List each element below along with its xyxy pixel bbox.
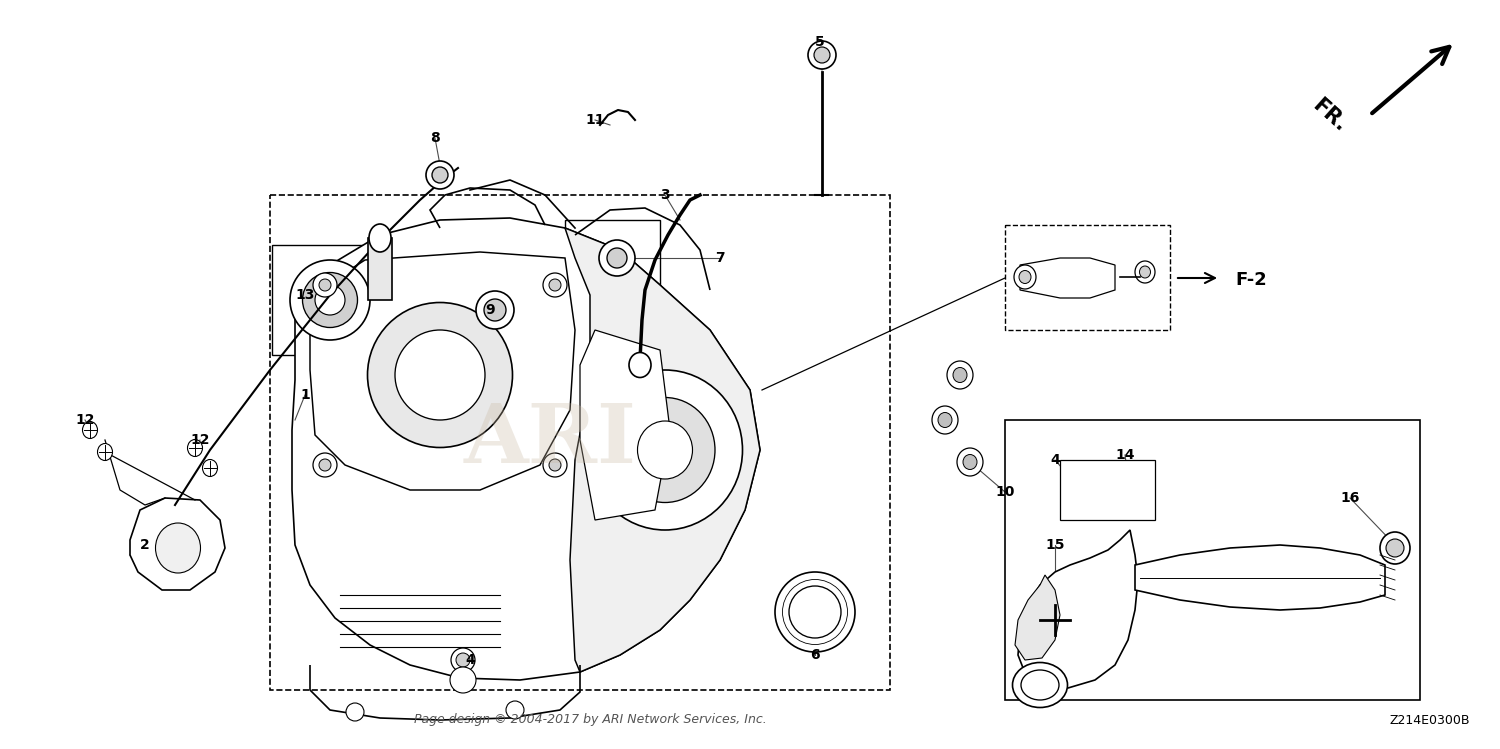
Ellipse shape bbox=[608, 248, 627, 268]
Text: Page design © 2004-2017 by ARI Network Services, Inc.: Page design © 2004-2017 by ARI Network S… bbox=[414, 714, 766, 727]
Circle shape bbox=[506, 701, 524, 719]
Ellipse shape bbox=[290, 260, 370, 340]
Ellipse shape bbox=[98, 443, 112, 461]
Circle shape bbox=[346, 703, 364, 721]
Polygon shape bbox=[310, 252, 574, 490]
Text: 14: 14 bbox=[1114, 448, 1134, 462]
Polygon shape bbox=[1016, 575, 1060, 660]
Text: 3: 3 bbox=[660, 188, 670, 202]
Ellipse shape bbox=[1380, 532, 1410, 564]
Ellipse shape bbox=[156, 523, 201, 573]
Circle shape bbox=[543, 273, 567, 297]
Ellipse shape bbox=[1019, 270, 1031, 284]
Ellipse shape bbox=[476, 291, 514, 329]
Text: 12: 12 bbox=[75, 413, 94, 427]
Ellipse shape bbox=[452, 648, 476, 672]
Circle shape bbox=[320, 279, 332, 291]
Text: 4: 4 bbox=[465, 653, 476, 667]
Circle shape bbox=[450, 667, 476, 693]
Text: 9: 9 bbox=[484, 303, 495, 317]
Ellipse shape bbox=[1136, 261, 1155, 283]
Text: Z214E0300B: Z214E0300B bbox=[1389, 714, 1470, 727]
Ellipse shape bbox=[963, 455, 976, 470]
Ellipse shape bbox=[946, 361, 974, 389]
Text: 2: 2 bbox=[140, 538, 150, 552]
Ellipse shape bbox=[938, 413, 952, 428]
Ellipse shape bbox=[598, 240, 634, 276]
Polygon shape bbox=[1136, 545, 1384, 610]
Text: ARI: ARI bbox=[464, 400, 636, 480]
Ellipse shape bbox=[369, 224, 392, 252]
Ellipse shape bbox=[188, 440, 202, 456]
Polygon shape bbox=[566, 228, 760, 672]
Text: 4: 4 bbox=[1050, 453, 1060, 467]
Text: 6: 6 bbox=[810, 648, 820, 662]
Text: 5: 5 bbox=[815, 35, 825, 49]
Text: F-2: F-2 bbox=[1234, 271, 1266, 289]
Text: 12: 12 bbox=[190, 433, 210, 447]
Ellipse shape bbox=[484, 299, 506, 321]
Ellipse shape bbox=[456, 653, 470, 667]
Text: 11: 11 bbox=[585, 113, 604, 127]
Polygon shape bbox=[1020, 258, 1114, 298]
Circle shape bbox=[314, 273, 338, 297]
Ellipse shape bbox=[394, 330, 484, 420]
Text: 1: 1 bbox=[300, 388, 310, 402]
Circle shape bbox=[543, 453, 567, 477]
Ellipse shape bbox=[202, 459, 217, 476]
Ellipse shape bbox=[368, 303, 513, 447]
Circle shape bbox=[320, 459, 332, 471]
Ellipse shape bbox=[588, 370, 742, 530]
Ellipse shape bbox=[303, 273, 357, 327]
Polygon shape bbox=[292, 218, 760, 680]
Ellipse shape bbox=[628, 353, 651, 377]
Text: 16: 16 bbox=[1341, 491, 1359, 505]
Ellipse shape bbox=[315, 285, 345, 315]
Ellipse shape bbox=[1022, 670, 1059, 700]
Ellipse shape bbox=[952, 368, 968, 383]
Ellipse shape bbox=[615, 398, 716, 503]
Ellipse shape bbox=[815, 47, 830, 63]
Text: FR.: FR. bbox=[1308, 94, 1350, 136]
Ellipse shape bbox=[789, 586, 842, 638]
Polygon shape bbox=[580, 330, 670, 520]
Text: 7: 7 bbox=[716, 251, 724, 265]
Circle shape bbox=[549, 279, 561, 291]
Text: 15: 15 bbox=[1046, 538, 1065, 552]
Circle shape bbox=[314, 453, 338, 477]
Ellipse shape bbox=[932, 406, 958, 434]
Text: 8: 8 bbox=[430, 131, 439, 145]
Ellipse shape bbox=[638, 421, 693, 479]
Polygon shape bbox=[1019, 530, 1138, 688]
Polygon shape bbox=[130, 498, 225, 590]
Ellipse shape bbox=[82, 422, 98, 438]
Polygon shape bbox=[1060, 460, 1155, 520]
Ellipse shape bbox=[1013, 663, 1068, 708]
Circle shape bbox=[549, 459, 561, 471]
Ellipse shape bbox=[426, 161, 454, 189]
Text: 13: 13 bbox=[296, 288, 315, 302]
Ellipse shape bbox=[776, 572, 855, 652]
Polygon shape bbox=[300, 400, 750, 673]
Ellipse shape bbox=[808, 41, 836, 69]
Ellipse shape bbox=[957, 448, 982, 476]
Ellipse shape bbox=[1386, 539, 1404, 557]
Ellipse shape bbox=[432, 167, 448, 183]
Text: 10: 10 bbox=[996, 485, 1014, 499]
Ellipse shape bbox=[1014, 265, 1036, 289]
Ellipse shape bbox=[1140, 266, 1150, 278]
Polygon shape bbox=[368, 238, 392, 300]
